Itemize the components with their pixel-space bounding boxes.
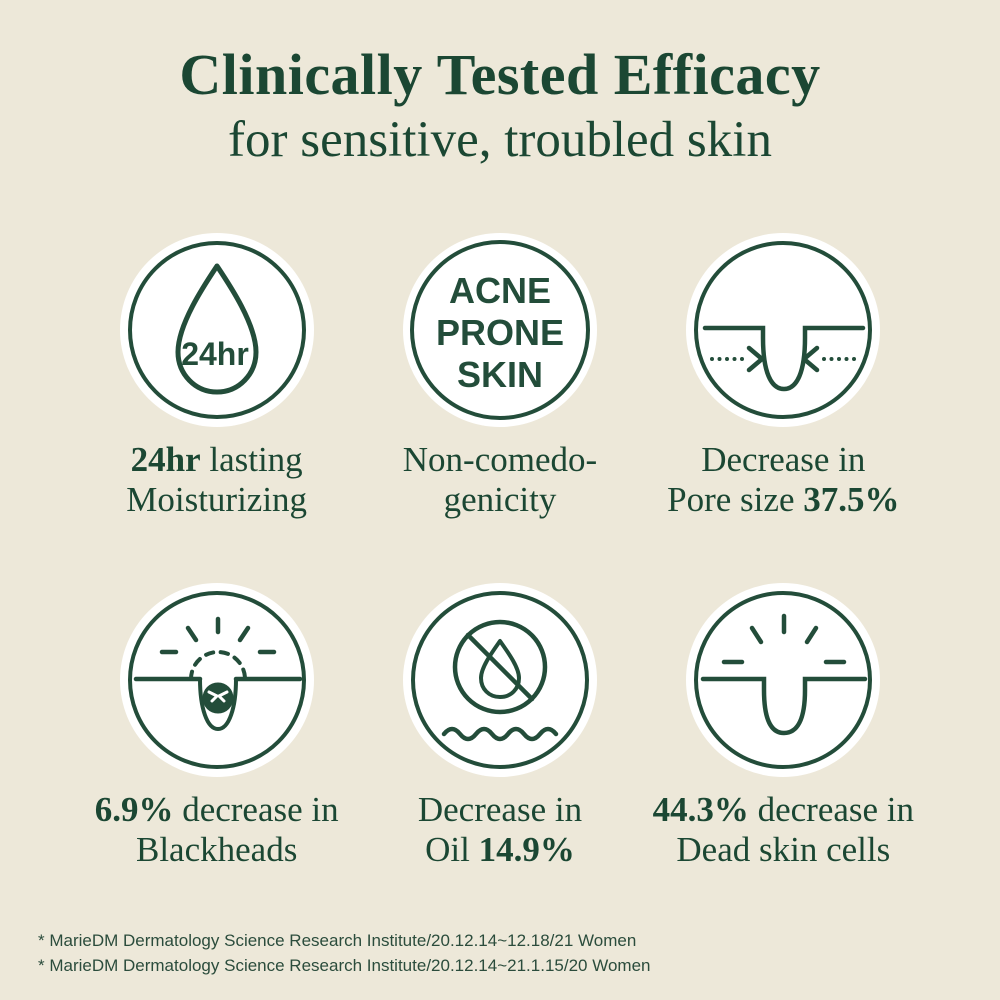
page-title: Clinically Tested Efficacy xyxy=(179,42,821,107)
feature-label: Decrease in Pore size 37.5% xyxy=(667,440,900,519)
header: Clinically Tested Efficacy for sensitive… xyxy=(0,0,1000,169)
footnote-line: * MarieDM Dermatology Science Research I… xyxy=(38,931,637,950)
feature-24hr-moisturizing: 24hr 24hr lasting Moisturizing xyxy=(76,232,358,520)
study-footnotes: * MarieDM Dermatology Science Research I… xyxy=(38,928,650,978)
feature-label: 24hr lasting Moisturizing xyxy=(126,440,308,519)
feature-pore-size: Decrease in Pore size 37.5% xyxy=(642,232,924,520)
feature-label: Decrease in Oil 14.9% xyxy=(417,790,583,869)
feature-oil: Decrease in Oil 14.9% xyxy=(359,582,641,870)
acne-prone-skin-badge-icon: ACNE PRONE SKIN xyxy=(402,232,598,428)
blackhead-icon xyxy=(119,582,315,778)
badge-line-3: SKIN xyxy=(457,354,543,395)
clean-pore-rays-icon xyxy=(685,582,881,778)
water-drop-24hr-icon: 24hr xyxy=(119,232,315,428)
footnote-line: * MarieDM Dermatology Science Research I… xyxy=(38,956,651,975)
drop-24hr-text: 24hr xyxy=(181,336,249,372)
feature-blackheads: 6.9% decrease in Blackheads xyxy=(76,582,358,870)
page-subtitle: for sensitive, troubled skin xyxy=(228,112,772,168)
feature-dead-skin-cells: 44.3% decrease in Dead skin cells xyxy=(642,582,924,870)
feature-label: 44.3% decrease in Dead skin cells xyxy=(652,790,915,869)
feature-non-comedogenic: ACNE PRONE SKIN Non-comedo- genicity xyxy=(359,232,641,520)
feature-label: Non-comedo- genicity xyxy=(402,440,598,519)
badge-line-1: ACNE xyxy=(449,270,551,311)
badge-line-2: PRONE xyxy=(436,312,564,353)
feature-label: 6.9% decrease in Blackheads xyxy=(94,790,339,869)
feature-grid: 24hr 24hr lasting Moisturizing ACNE PRON… xyxy=(75,232,925,870)
no-oil-drop-icon xyxy=(402,582,598,778)
pore-shrink-arrows-icon xyxy=(685,232,881,428)
